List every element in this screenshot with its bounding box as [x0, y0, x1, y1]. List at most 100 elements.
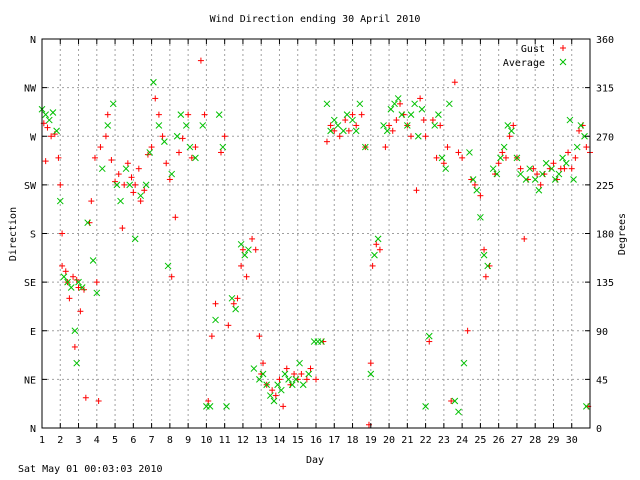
y-tick-label-right: 0 — [596, 424, 602, 435]
average-point — [539, 170, 546, 178]
gust-point — [252, 246, 259, 253]
gust-point — [141, 187, 148, 194]
average-point — [219, 143, 227, 151]
x-tick-label: 23 — [438, 435, 450, 446]
gust-point — [148, 144, 155, 151]
average-point — [182, 122, 190, 129]
average-point — [89, 257, 97, 264]
average-point — [113, 181, 121, 189]
average-point — [245, 246, 252, 254]
average-point — [422, 403, 429, 410]
x-tick-label: 15 — [292, 435, 304, 446]
average-point — [296, 359, 303, 367]
gust-point — [108, 157, 115, 164]
average-point — [330, 116, 338, 124]
footer-timestamp: Sat May 01 00:03:03 2010 — [18, 464, 163, 475]
average-point — [555, 170, 563, 178]
average-point — [250, 365, 258, 372]
gust-point — [550, 160, 557, 167]
x-tick-label: 18 — [347, 435, 359, 446]
average-point — [274, 381, 281, 389]
gust-point — [358, 111, 365, 118]
gust-point — [159, 133, 166, 140]
average-point — [352, 127, 360, 135]
x-tick-label: 10 — [200, 435, 212, 446]
gust-point — [88, 198, 95, 205]
average-point — [126, 181, 134, 189]
y-tick-label-left: S — [30, 230, 36, 241]
gust-point — [238, 262, 245, 269]
gust-point — [91, 154, 98, 161]
average-point — [570, 176, 577, 183]
gust-point — [185, 111, 192, 118]
x-tick-label: 3 — [76, 435, 82, 446]
x-tick-label: 24 — [456, 435, 468, 446]
gust-point — [499, 149, 506, 156]
x-tick-label: 20 — [383, 435, 395, 446]
gust-point — [336, 133, 343, 140]
average-point — [391, 100, 398, 108]
average-point — [93, 289, 101, 297]
average-point — [445, 100, 453, 108]
average-point — [497, 154, 504, 162]
average-point — [438, 154, 446, 162]
gust-point — [576, 127, 583, 134]
y-axis-label-right: Degrees — [617, 213, 628, 255]
gust-point — [208, 333, 215, 340]
gust-point — [166, 176, 173, 183]
gust-point — [495, 160, 502, 167]
average-point — [259, 370, 267, 378]
y-tick-label-right: 180 — [596, 230, 614, 241]
average-point — [109, 100, 117, 108]
x-tick-label: 4 — [94, 435, 100, 446]
average-point — [489, 165, 497, 173]
average-point — [56, 197, 64, 205]
gust-point — [221, 133, 228, 140]
average-point — [137, 192, 144, 200]
gust-point — [249, 235, 256, 242]
average-point — [451, 397, 459, 405]
average-point — [53, 127, 60, 135]
legend-average-label: Average — [503, 58, 545, 69]
gust-point — [342, 117, 349, 124]
gust-point — [331, 127, 338, 134]
x-tick-label: 9 — [185, 435, 191, 446]
average-point — [131, 235, 139, 243]
average-point — [263, 381, 271, 389]
average-point — [383, 127, 391, 135]
y-tick-label-left: N — [30, 35, 36, 46]
gust-point — [230, 300, 237, 307]
average-point — [356, 100, 364, 108]
x-tick-label: 21 — [401, 435, 413, 446]
x-tick-label: 19 — [365, 435, 377, 446]
y-tick-label-left: W — [30, 132, 37, 143]
gust-point — [471, 181, 478, 188]
gust-point — [168, 273, 175, 280]
grid-lines — [42, 39, 590, 428]
gust-point — [376, 246, 383, 253]
gust-point — [440, 160, 447, 167]
gust-point — [417, 95, 424, 102]
average-point — [493, 170, 501, 178]
average-point — [98, 165, 106, 173]
gust-point — [369, 262, 376, 269]
gust-point — [119, 225, 126, 232]
average-point — [67, 284, 75, 291]
average-point — [484, 262, 492, 270]
average-point — [517, 170, 524, 178]
y-tick-label-left: SE — [24, 278, 36, 289]
average-point — [281, 370, 289, 378]
x-tick-label: 12 — [237, 435, 249, 446]
x-tick-label: 5 — [112, 435, 118, 446]
gust-point — [70, 273, 77, 280]
gust-point — [313, 376, 319, 383]
gust-point — [59, 262, 66, 269]
average-point — [403, 122, 411, 129]
average-point — [548, 165, 555, 173]
average-point — [155, 122, 163, 129]
gust-point — [272, 392, 279, 399]
gust-point — [44, 124, 51, 131]
gust-point — [132, 181, 139, 188]
average-point — [71, 327, 79, 335]
gust-point — [212, 300, 219, 307]
